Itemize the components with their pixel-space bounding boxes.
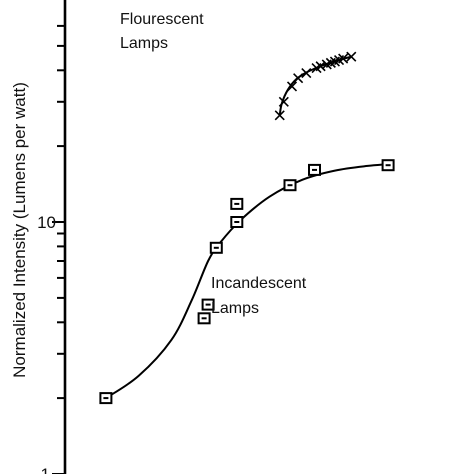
data-markers bbox=[99, 51, 395, 405]
fluorescent-point bbox=[315, 61, 326, 72]
incandescent-point bbox=[283, 179, 297, 192]
y-axis bbox=[52, 0, 67, 474]
y-tick-label-10: 10 bbox=[37, 213, 56, 232]
fluorescent-annotation: Flourescent Lamps bbox=[120, 11, 204, 52]
annotation-fluorescent-line2: Lamps bbox=[120, 35, 168, 52]
incandescent-point bbox=[99, 392, 113, 405]
incandescent-point bbox=[209, 241, 223, 254]
fluorescent-point bbox=[278, 96, 289, 107]
y-axis-label: Normalized Intensity (Lumens per watt) bbox=[10, 82, 29, 378]
y-tick-label-1: 1 bbox=[41, 465, 50, 474]
fluorescent-point bbox=[301, 67, 312, 79]
incandescent-point bbox=[201, 298, 215, 311]
incandescent-point bbox=[230, 197, 244, 210]
incandescent-point bbox=[381, 159, 395, 172]
incandescent-point bbox=[197, 312, 211, 325]
fluorescent-point bbox=[293, 73, 304, 84]
incandescent-point bbox=[308, 163, 321, 176]
fluorescent-point bbox=[346, 51, 357, 62]
annotation-fluorescent-line1: Flourescent bbox=[120, 11, 204, 28]
fluorescent-point bbox=[338, 53, 349, 64]
trend-curves bbox=[105, 55, 393, 399]
incandescent-trend-line bbox=[105, 162, 393, 399]
annotation-incandescent-line2: Lamps bbox=[211, 300, 259, 317]
incandescent-point bbox=[230, 216, 244, 228]
fluorescent-point bbox=[286, 81, 298, 92]
annotation-incandescent-line1: Incandescent bbox=[211, 275, 307, 292]
incandescent-annotation: Incandescent Lamps bbox=[211, 275, 307, 317]
y-ticks bbox=[52, 24, 65, 474]
fluorescent-point bbox=[274, 110, 285, 121]
